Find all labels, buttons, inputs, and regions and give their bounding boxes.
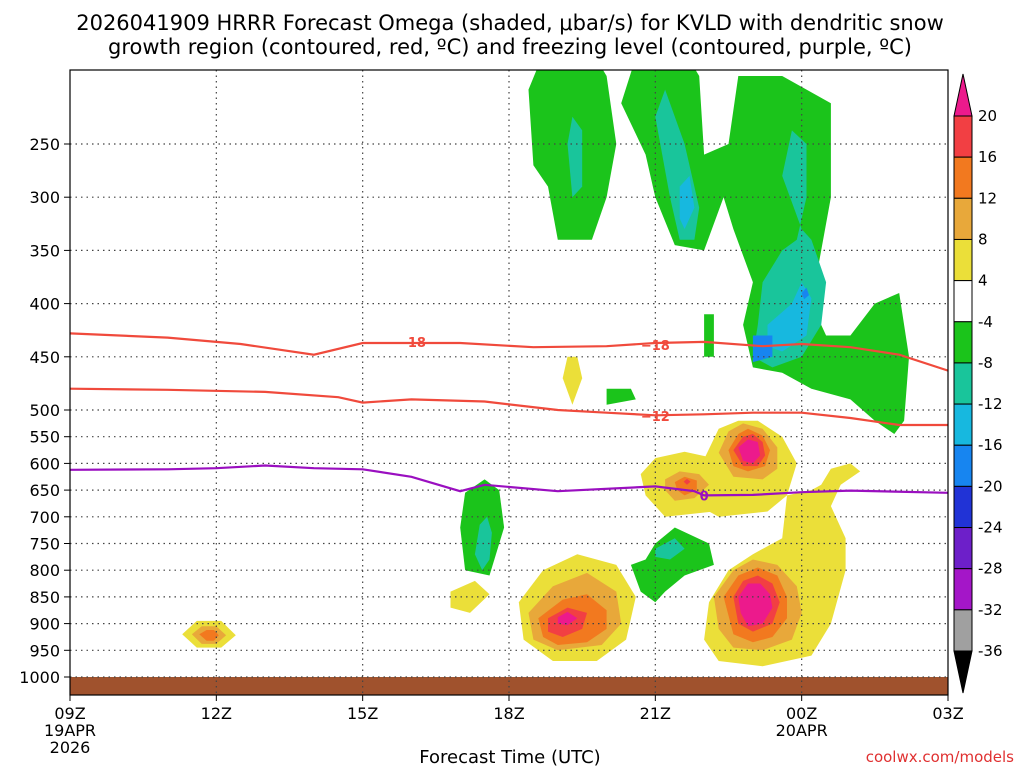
colorbar-bin-5 xyxy=(953,280,973,323)
omega-region-9 xyxy=(557,611,578,626)
colorbar-label-11: -28 xyxy=(978,560,1003,578)
credit-text: coolwx.com/models xyxy=(866,748,1014,766)
x-tick-label-21Z: 21Z xyxy=(640,704,671,723)
omega-region-14 xyxy=(683,478,691,485)
colorbar-top-arrow xyxy=(953,73,973,117)
colorbar-bin-8 xyxy=(953,403,973,446)
x-tick-label-03Z: 03Z xyxy=(932,704,963,723)
x-tick-label-18Z: 18Z xyxy=(493,704,524,723)
omega-region-28 xyxy=(606,388,636,405)
colorbar-label-3: 8 xyxy=(978,230,988,248)
freezing-level-line xyxy=(70,464,948,497)
colorbar-label-1: 16 xyxy=(978,148,997,166)
omega-region-26 xyxy=(630,527,714,603)
omega-region-18 xyxy=(738,439,761,464)
dgz-upper-line xyxy=(70,332,948,372)
omega-region-29 xyxy=(704,314,714,357)
y-tick-label-950: 950 xyxy=(29,641,60,660)
dgz-upper-label-1: −18 xyxy=(641,339,670,354)
colorbar-label-9: -20 xyxy=(978,477,1003,495)
x-tick-label-12Z: 12Z xyxy=(201,704,232,723)
chart-title-line-2: growth region (contoured, red, ºC) and f… xyxy=(108,35,912,59)
colorbar-label-13: -36 xyxy=(978,642,1003,660)
grid-lines xyxy=(70,70,948,695)
dgz-lower-line xyxy=(70,387,948,427)
y-tick-label-750: 750 xyxy=(29,535,60,554)
y-tick-label-650: 650 xyxy=(29,481,60,500)
colorbar: 20 16 12 8 4 -4 -8 -12 -16 -20 -24 -28 -32 -36 xyxy=(953,73,1003,694)
colorbar-bin-3 xyxy=(953,197,973,240)
colorbar-bin-11 xyxy=(953,527,973,570)
colorbar-label-5: -4 xyxy=(978,313,993,331)
y-tick-label-300: 300 xyxy=(29,188,60,207)
omega-region-23 xyxy=(738,583,773,627)
colorbar-bin-10 xyxy=(953,485,973,529)
omega-region-36 xyxy=(767,282,812,352)
y-tick-label-850: 850 xyxy=(29,588,60,607)
omega-region-3 xyxy=(450,580,490,613)
y-tick-label-550: 550 xyxy=(29,428,60,447)
x-year-label-09Z: 2026 xyxy=(50,738,91,757)
y-tick-label-400: 400 xyxy=(29,295,60,314)
x-tick-label-09Z: 09Z xyxy=(54,704,85,723)
contour-lines xyxy=(70,332,948,497)
omega-region-34 xyxy=(679,175,695,230)
colorbar-label-12: -32 xyxy=(978,601,1003,619)
omega-region-32 xyxy=(621,70,909,434)
colorbar-bottom-arrow xyxy=(953,650,973,694)
colorbar-label-10: -24 xyxy=(978,519,1003,537)
colorbar-bin-12 xyxy=(953,568,973,611)
y-tick-label-450: 450 xyxy=(29,348,60,367)
y-tick-label-800: 800 xyxy=(29,561,60,580)
colorbar-bin-4 xyxy=(953,238,973,282)
contour-labels: −18 −18 −12 0 xyxy=(397,336,709,505)
colorbar-label-6: -8 xyxy=(978,354,993,372)
y-tick-label-350: 350 xyxy=(29,241,60,260)
y-tick-label-500: 500 xyxy=(29,401,60,420)
omega-region-2 xyxy=(199,630,219,641)
colorbar-bin-7 xyxy=(953,362,973,405)
omega-region-37 xyxy=(752,335,773,363)
dgz-lower-label-0: −12 xyxy=(641,410,670,425)
colorbar-label-4: 4 xyxy=(978,272,988,290)
y-tick-label-700: 700 xyxy=(29,508,60,527)
colorbar-bin-9 xyxy=(953,444,973,487)
y-tick-label-600: 600 xyxy=(29,454,60,473)
omega-region-27 xyxy=(655,538,685,560)
y-tick-label-900: 900 xyxy=(29,615,60,634)
omega-region-38 xyxy=(801,287,809,300)
colorbar-label-8: -16 xyxy=(978,436,1003,454)
omega-region-31 xyxy=(567,116,583,198)
colorbar-bin-1 xyxy=(953,115,973,158)
omega-shading xyxy=(182,70,909,667)
x-axis-label: Forecast Time (UTC) xyxy=(419,747,600,768)
colorbar-bin-6 xyxy=(953,321,973,364)
colorbar-label-2: 12 xyxy=(978,189,997,207)
x-date-label-09Z: 19APR xyxy=(44,721,96,740)
y-axis: 250 300 350 400 450 500 550 600 650 700 750 800 850 9… xyxy=(19,135,70,687)
y-tick-label-250: 250 xyxy=(29,135,60,154)
colorbar-label-7: -12 xyxy=(978,395,1003,413)
colorbar-bin-2 xyxy=(953,156,973,199)
x-tick-label-00Z: 00Z xyxy=(786,704,817,723)
x-date-label-00Z: 20APR xyxy=(776,721,828,740)
colorbar-label-0: 20 xyxy=(978,107,997,125)
freezing-level-label-0: 0 xyxy=(700,489,709,504)
dgz-upper-label-0: −18 xyxy=(397,336,426,351)
omega-region-4 xyxy=(562,356,583,405)
y-tick-label-1000: 1000 xyxy=(19,668,60,687)
colorbar-bin-13 xyxy=(953,609,973,652)
chart-title-line-1: 2026041909 HRRR Forecast Omega (shaded, … xyxy=(76,11,944,35)
x-tick-label-15Z: 15Z xyxy=(347,704,378,723)
